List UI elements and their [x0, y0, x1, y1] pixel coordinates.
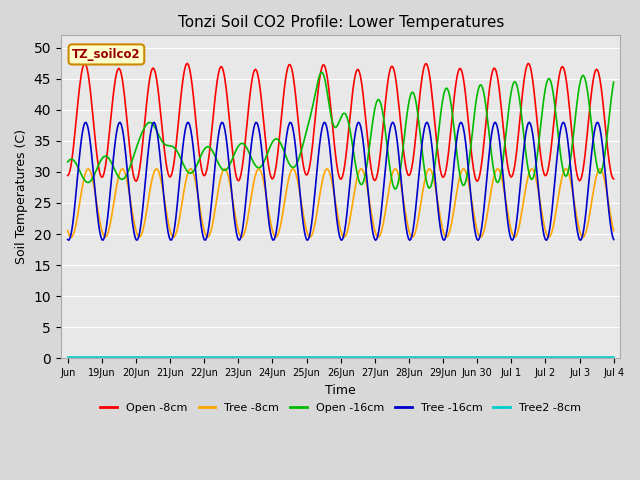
Tree -8cm	[561, 167, 568, 173]
Tree -8cm	[371, 226, 378, 231]
Tree -8cm	[64, 228, 72, 233]
Open -8cm	[64, 173, 72, 179]
Open -8cm	[295, 127, 303, 133]
Tree -16cm	[466, 184, 474, 190]
Tree -8cm	[596, 166, 604, 172]
Open -16cm	[294, 158, 302, 164]
Tree -8cm	[610, 228, 618, 233]
Open -16cm	[398, 157, 406, 163]
Open -16cm	[610, 79, 618, 85]
Open -16cm	[64, 159, 72, 165]
Title: Tonzi Soil CO2 Profile: Lower Temperatures: Tonzi Soil CO2 Profile: Lower Temperatur…	[177, 15, 504, 30]
Open -16cm	[562, 173, 570, 179]
Tree -8cm	[397, 180, 404, 186]
Open -8cm	[562, 74, 570, 80]
Y-axis label: Soil Temperatures (C): Soil Temperatures (C)	[15, 129, 28, 264]
X-axis label: Time: Time	[325, 384, 356, 396]
Open -8cm	[466, 137, 474, 143]
Tree -16cm	[294, 168, 302, 174]
Tree -8cm	[67, 234, 75, 240]
Tree2 -8cm	[465, 354, 473, 360]
Line: Open -16cm: Open -16cm	[68, 72, 614, 189]
Open -8cm	[524, 60, 532, 66]
Tree2 -8cm	[396, 354, 403, 360]
Tree -8cm	[235, 229, 243, 235]
Tree -8cm	[295, 186, 303, 192]
Tree -8cm	[466, 188, 474, 193]
Open -16cm	[371, 108, 378, 114]
Tree -16cm	[457, 120, 465, 125]
Open -8cm	[610, 176, 618, 182]
Tree -16cm	[474, 238, 482, 243]
Legend: Open -8cm, Tree -8cm, Open -16cm, Tree -16cm, Tree2 -8cm: Open -8cm, Tree -8cm, Open -16cm, Tree -…	[96, 398, 586, 417]
Open -16cm	[318, 70, 326, 75]
Open -8cm	[235, 178, 243, 183]
Open -8cm	[397, 119, 404, 125]
Tree -16cm	[64, 237, 72, 242]
Tree2 -8cm	[294, 354, 302, 360]
Tree2 -8cm	[559, 354, 567, 360]
Tree2 -8cm	[369, 354, 377, 360]
Line: Open -8cm: Open -8cm	[68, 63, 614, 181]
Tree -16cm	[610, 237, 618, 242]
Open -8cm	[371, 178, 378, 183]
Tree -16cm	[369, 231, 377, 237]
Open -8cm	[132, 179, 140, 184]
Line: Tree -8cm: Tree -8cm	[68, 169, 614, 237]
Tree2 -8cm	[610, 354, 618, 360]
Tree -16cm	[396, 158, 403, 164]
Open -16cm	[467, 140, 475, 146]
Line: Tree -16cm: Tree -16cm	[68, 122, 614, 240]
Open -16cm	[391, 186, 399, 192]
Tree2 -8cm	[64, 354, 72, 360]
Tree -16cm	[234, 235, 241, 240]
Open -16cm	[234, 144, 241, 150]
Tree -16cm	[562, 125, 570, 131]
Tree2 -8cm	[234, 354, 241, 360]
Text: TZ_soilco2: TZ_soilco2	[72, 48, 141, 61]
